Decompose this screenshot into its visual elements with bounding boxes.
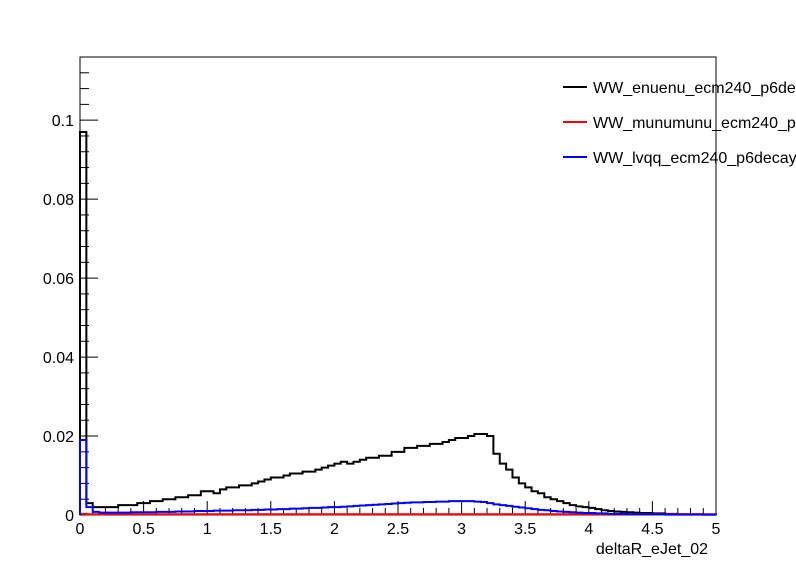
x-tick-label: 0.5 [132,521,154,538]
x-tick-label: 0 [76,521,85,538]
legend: WW_enuenu_ecm240_p6de WW_munumunu_ecm240_… [563,80,796,167]
series-layer [79,131,717,516]
x-tick-label: 1 [203,521,212,538]
x-tick-label: 3.5 [514,521,536,538]
y-tick-labels: 0 0.02 0.04 0.06 0.08 0.1 [43,113,74,525]
y-tick-label: 0.02 [43,429,74,446]
legend-label: WW_lvqq_ecm240_p6decay [593,150,796,167]
legend-label: WW_munumunu_ecm240_p [593,115,796,132]
y-tick-label: 0.1 [52,113,74,130]
x-tick-label: 2 [330,521,339,538]
series-line-3 [79,438,717,516]
x-tick-label: 5 [712,521,721,538]
x-tick-labels: 0 0.5 1 1.5 2 2.5 3 3.5 4 4.5 5 [76,521,721,538]
legend-label: WW_enuenu_ecm240_p6de [593,80,796,97]
x-tick-label: 3 [457,521,466,538]
y-tick-label: 0.08 [43,192,74,209]
x-axis-label: deltaR_eJet_02 [596,541,708,558]
x-tick-label: 4.5 [641,521,663,538]
y-tick-label: 0 [65,508,74,525]
y-tick-label: 0.06 [43,271,74,288]
y-tick-label: 0.04 [43,350,74,367]
x-tick-label: 2.5 [387,521,409,538]
x-tick-label: 1.5 [260,521,282,538]
series-line-1 [79,131,717,516]
x-tick-label: 4 [584,521,593,538]
